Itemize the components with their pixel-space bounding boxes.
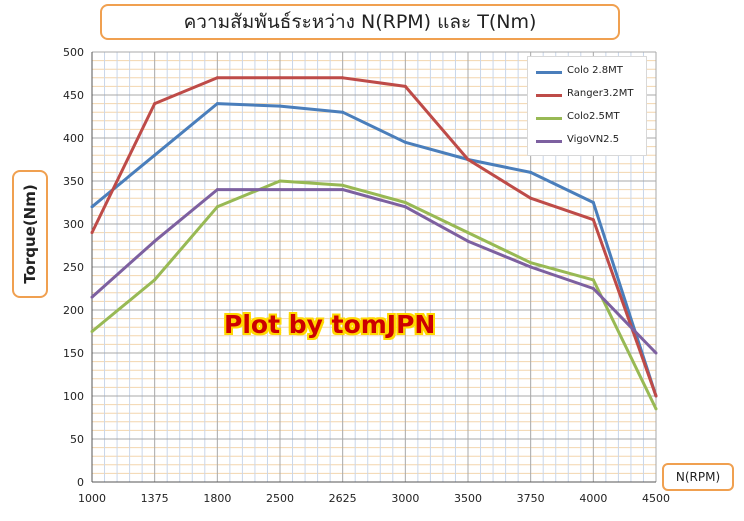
data-point <box>153 102 157 106</box>
legend-label: Ranger3.2MT <box>567 88 634 99</box>
data-point <box>278 76 282 80</box>
series-line-ranger3-2mt <box>90 76 658 397</box>
data-point <box>591 201 595 204</box>
data-point <box>529 265 533 269</box>
legend-swatch <box>536 140 562 143</box>
data-point <box>215 188 219 192</box>
series-line-vigovn2-5 <box>91 188 658 355</box>
data-point <box>529 196 533 200</box>
y-axis-label-box: Torque(Nm) <box>12 170 48 298</box>
data-point <box>278 179 282 183</box>
x-tick-label: 2500 <box>266 492 294 505</box>
data-point <box>529 170 533 174</box>
legend-swatch <box>536 94 562 97</box>
data-point <box>278 104 282 108</box>
y-tick-label: 350 <box>63 175 84 188</box>
y-tick-label: 500 <box>63 46 84 59</box>
legend-label: Colo2.5MT <box>567 111 620 122</box>
data-point <box>466 158 470 161</box>
x-tick-label: 2625 <box>329 492 357 505</box>
data-point <box>90 231 94 235</box>
data-point <box>341 76 345 80</box>
y-tick-label: 450 <box>63 89 84 102</box>
y-tick-label: 100 <box>63 390 84 403</box>
watermark-annotation: Plot by tomJPN <box>224 310 436 339</box>
data-point <box>529 261 533 265</box>
x-tick-label: 3000 <box>391 492 419 505</box>
chart-title-box: ความสัมพันธ์ระหว่าง N(RPM) และ T(Nm) <box>100 4 620 40</box>
legend-swatch <box>536 117 562 120</box>
x-tick-label: 1000 <box>78 492 106 505</box>
data-point <box>466 231 470 235</box>
data-point <box>591 218 595 222</box>
chart-title: ความสัมพันธ์ระหว่าง N(RPM) และ T(Nm) <box>183 11 537 33</box>
data-point <box>341 183 345 187</box>
x-tick-label: 4000 <box>579 492 607 505</box>
data-point <box>278 188 282 192</box>
x-tick-label: 4500 <box>642 492 670 505</box>
data-point <box>215 205 219 209</box>
data-point <box>153 239 157 243</box>
y-tick-label: 400 <box>63 132 84 145</box>
data-point <box>153 278 157 282</box>
legend-item-colo-2-8mt: Colo 2.8MT <box>536 65 646 79</box>
legend-label: VigoVN2.5 <box>567 134 620 145</box>
legend-label: Colo 2.8MT <box>567 65 623 76</box>
data-point <box>215 102 219 106</box>
data-point <box>153 153 157 157</box>
data-point <box>466 239 470 243</box>
y-tick-label: 150 <box>63 347 84 360</box>
x-tick-label: 1375 <box>141 492 169 505</box>
series-line-colo-2-8mt <box>91 102 658 397</box>
data-point <box>215 76 219 80</box>
data-point <box>403 205 407 209</box>
x-axis-label: N(RPM) <box>675 470 721 484</box>
data-point <box>341 110 345 114</box>
data-point <box>654 407 658 411</box>
x-tick-label: 3750 <box>517 492 545 505</box>
data-point <box>654 351 658 355</box>
data-point <box>403 140 407 144</box>
y-tick-label: 200 <box>63 304 84 317</box>
data-point <box>591 278 595 282</box>
legend-item-vigovn2-5: VigoVN2.5 <box>536 134 646 148</box>
data-point <box>654 394 658 398</box>
data-point <box>591 287 595 290</box>
y-tick-label: 250 <box>63 261 84 274</box>
legend-swatch <box>536 71 562 74</box>
data-point <box>341 188 345 192</box>
legend-item-colo-2-5mt: Colo2.5MT <box>536 111 646 125</box>
x-tick-label: 1800 <box>203 492 231 505</box>
data-point <box>90 330 94 333</box>
x-axis-label-box: N(RPM) <box>662 463 734 491</box>
y-axis-label: Torque(Nm) <box>21 184 39 284</box>
series-line-colo2-5mt <box>91 179 658 410</box>
y-tick-label: 50 <box>70 433 84 446</box>
data-point <box>90 205 94 209</box>
legend-item-ranger-3-2mt: Ranger3.2MT <box>536 88 646 102</box>
data-point <box>403 84 407 88</box>
x-tick-label: 3500 <box>454 492 482 505</box>
data-point <box>90 295 94 299</box>
data-point <box>403 201 407 204</box>
legend: Colo 2.8MT Ranger3.2MT Colo2.5MT VigoVN2… <box>527 56 647 156</box>
y-tick-label: 300 <box>63 218 84 231</box>
y-tick-label: 0 <box>77 476 84 489</box>
